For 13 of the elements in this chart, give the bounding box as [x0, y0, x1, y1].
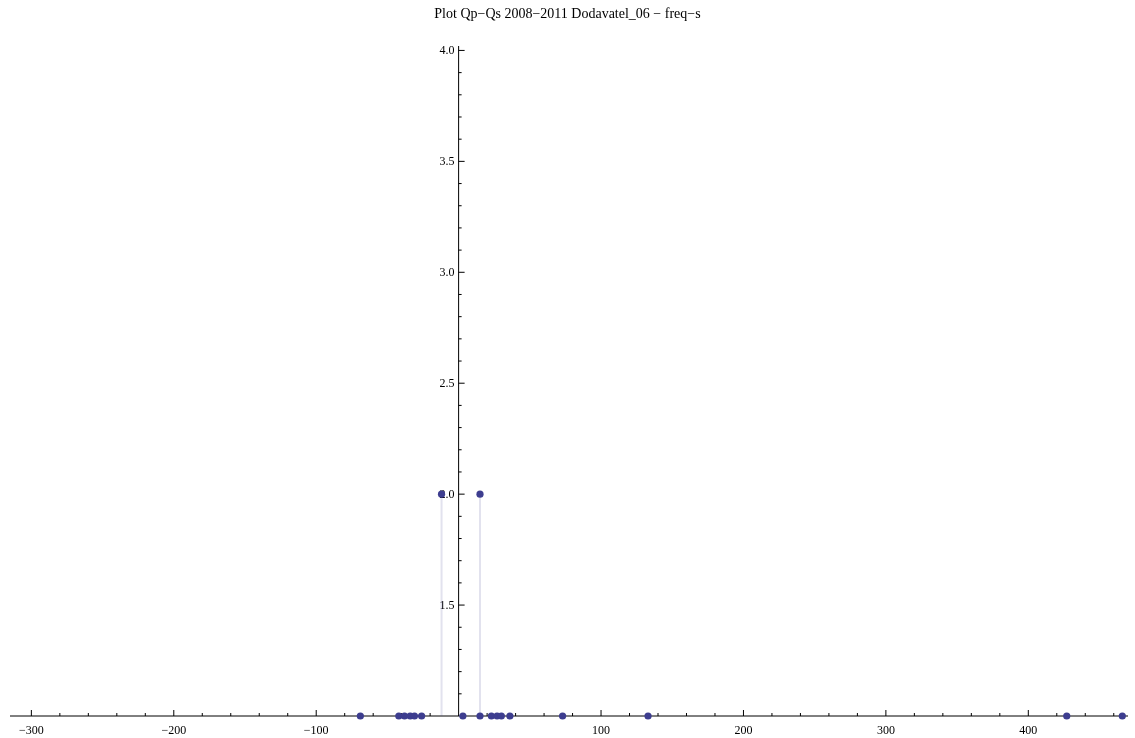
- y-tick-label: 3.5: [439, 154, 455, 169]
- y-tick-label: 4.0: [439, 43, 455, 58]
- x-tick-label: 300: [876, 723, 895, 737]
- y-tick-label: 1.5: [439, 598, 455, 613]
- y-tick-label: 3.0: [439, 265, 455, 280]
- chart-title: Plot Qp−Qs 2008−2011 Dodavatel_06 − freq−s: [434, 6, 701, 21]
- x-tick-label: −100: [303, 723, 329, 737]
- y-tick-label: 2.5: [439, 376, 455, 391]
- x-tick-label: −300: [18, 723, 44, 737]
- x-tick-label: −200: [161, 723, 187, 737]
- x-tick-label: 100: [592, 723, 611, 737]
- x-tick-label: 400: [1019, 723, 1038, 737]
- x-tick-label: 200: [734, 723, 753, 737]
